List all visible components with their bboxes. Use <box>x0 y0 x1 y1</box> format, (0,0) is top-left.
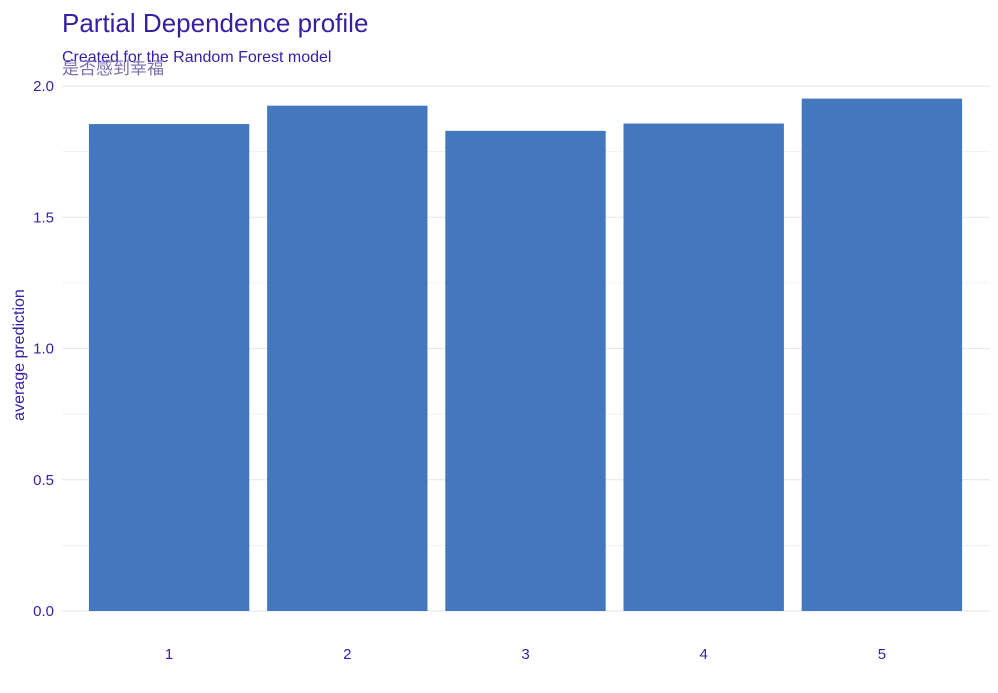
y-tick-label: 2.0 <box>33 78 54 95</box>
bar-2 <box>267 105 428 611</box>
bar-1 <box>88 124 250 611</box>
x-tick-label: 5 <box>878 646 886 663</box>
chart-title: Partial Dependence profile <box>62 8 368 38</box>
y-tick-label: 1.0 <box>33 341 54 358</box>
bar-4 <box>623 123 784 611</box>
x-tick-labels: 1 2 3 4 5 <box>165 646 886 663</box>
y-tick-label: 0.5 <box>33 472 54 489</box>
x-tick-label: 3 <box>521 646 529 663</box>
x-tick-label: 2 <box>343 646 351 663</box>
x-tick-label: 1 <box>165 646 173 663</box>
bar-5 <box>801 98 963 612</box>
y-axis-label: average prediction <box>11 289 28 421</box>
bars <box>88 98 963 612</box>
facet-label: 是否感到幸福 <box>62 59 164 79</box>
y-tick-label: 1.5 <box>33 209 54 226</box>
chart-subtitle: Created for the Random Forest model <box>62 49 331 66</box>
bar-3 <box>445 130 606 611</box>
y-tick-labels: 0.0 0.5 1.0 1.5 2.0 <box>33 78 54 620</box>
y-tick-label: 0.0 <box>33 603 54 620</box>
x-tick-label: 4 <box>700 646 708 663</box>
